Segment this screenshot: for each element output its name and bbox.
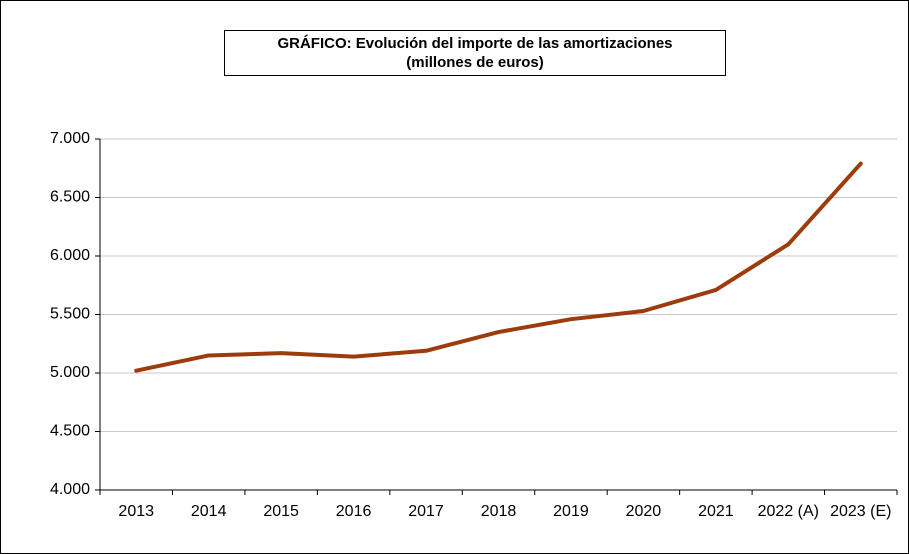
y-tick-label: 5.000 [50, 364, 90, 381]
x-tick-label: 2017 [408, 503, 444, 520]
x-tick-label: 2015 [263, 503, 299, 520]
y-tick-label: 7.000 [50, 130, 90, 147]
chart-title: GRÁFICO: Evolución del importe de las am… [277, 35, 672, 52]
chart-subtitle: (millones de euros) [406, 54, 544, 71]
y-tick-label: 4.500 [50, 423, 90, 440]
y-tick-label: 4.000 [50, 481, 90, 498]
y-tick-label: 6.500 [50, 189, 90, 206]
x-tick-label: 2020 [626, 503, 662, 520]
x-tick-label: 2022 (A) [758, 503, 819, 520]
x-tick-label: 2023 (E) [830, 503, 891, 520]
y-tick-label: 6.000 [50, 247, 90, 264]
x-tick-label: 2016 [336, 503, 372, 520]
x-tick-label: 2013 [118, 503, 154, 520]
x-tick-label: 2018 [481, 503, 517, 520]
data-line [134, 161, 863, 373]
x-tick-label: 2014 [191, 503, 227, 520]
title-box [224, 30, 726, 76]
x-tick-label: 2021 [698, 503, 734, 520]
y-tick-label: 5.500 [50, 306, 90, 323]
x-tick-label: 2019 [553, 503, 589, 520]
